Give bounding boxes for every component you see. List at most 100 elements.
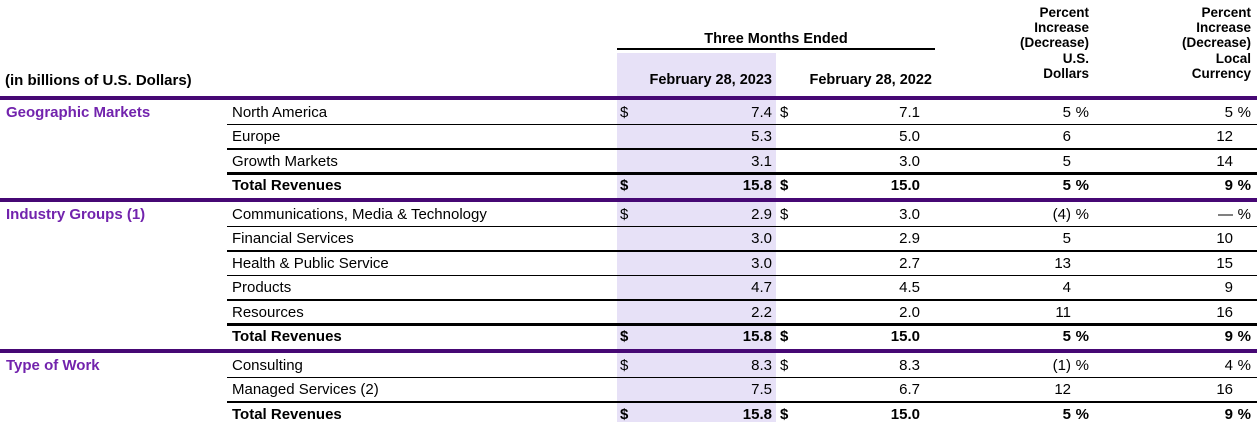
- percent-sign: [1233, 279, 1251, 296]
- pct-local: 9: [1089, 279, 1251, 296]
- value-2023: $8.3: [620, 356, 772, 374]
- value-2022: $3.0: [780, 205, 920, 223]
- row-label: Communications, Media & Technology: [232, 205, 487, 223]
- row-label: Europe: [232, 128, 281, 146]
- pct-local: —%: [1218, 205, 1251, 223]
- pct-local: 16: [1089, 381, 1251, 398]
- percent-sign: %: [1237, 205, 1251, 223]
- pct-usd: 5: [935, 153, 1089, 170]
- value-2023: $2.9: [620, 205, 772, 223]
- pct-local: 9%: [1224, 328, 1251, 346]
- value-2023: 3.1: [751, 152, 772, 170]
- table-row: Health & Public Service 3.0 2.7 13 15: [0, 250, 1257, 276]
- column-header-percent-local: Percent Increase (Decrease) Local Curren…: [1182, 5, 1251, 81]
- percent-sign: [1233, 304, 1251, 321]
- value-2022: 3.0: [899, 152, 920, 170]
- pct-local: 10: [1089, 230, 1251, 247]
- pct-local: 9%: [1224, 405, 1251, 423]
- column-header-feb-28-2023: February 28, 2023: [649, 72, 772, 88]
- value-2023: $7.4: [620, 103, 772, 121]
- dollar-sign: $: [780, 356, 789, 374]
- pct-usd: 5%: [1062, 177, 1089, 195]
- value-2022: 4.5: [899, 279, 920, 297]
- value-2022: $8.3: [780, 356, 920, 374]
- value-2023: 2.2: [751, 303, 772, 321]
- value-2023: 7.5: [751, 381, 772, 399]
- percent-sign: %: [1075, 103, 1089, 121]
- table-body: Geographic Markets North America $7.4 $7…: [0, 100, 1257, 426]
- percent-sign: %: [1075, 328, 1089, 346]
- row-label: Managed Services (2): [232, 381, 379, 399]
- percent-sign: [1071, 128, 1089, 145]
- period-header: Three Months Ended: [704, 31, 848, 47]
- percent-sign: [1071, 381, 1089, 398]
- row-label: Resources: [232, 303, 304, 321]
- row-label: Total Revenues: [232, 328, 342, 346]
- pct-local: 16: [1089, 304, 1251, 321]
- row-label: Products: [232, 279, 292, 297]
- percent-sign: [1071, 255, 1089, 272]
- pct-local-line: Increase: [1196, 20, 1251, 36]
- percent-sign: %: [1075, 405, 1089, 423]
- pct-local-line: (Decrease): [1181, 35, 1251, 51]
- table-row-total: Total Revenues $15.8 $15.0 5% 9%: [0, 323, 1257, 350]
- header-rule: [0, 96, 1257, 100]
- pct-usd-line: Percent: [1039, 5, 1089, 20]
- dollar-sign: $: [780, 328, 789, 346]
- value-2022: 2.9: [899, 230, 920, 248]
- table-row-total: Total Revenues $15.8 $15.0 5% 9%: [0, 400, 1257, 426]
- dollar-sign: $: [620, 356, 629, 374]
- value-2022: $15.0: [780, 177, 920, 195]
- pct-usd: 5%: [1062, 405, 1089, 423]
- dollar-sign: $: [620, 405, 629, 423]
- pct-usd: 5%: [1062, 328, 1089, 346]
- percent-sign: %: [1075, 356, 1089, 374]
- section-label-industry-groups: Industry Groups (1): [6, 205, 146, 223]
- pct-usd: 11: [935, 304, 1089, 321]
- percent-sign: %: [1075, 177, 1089, 195]
- pct-local: 5%: [1224, 103, 1251, 121]
- pct-usd: 12: [935, 381, 1089, 398]
- percent-sign: [1071, 279, 1089, 296]
- pct-local: 4%: [1224, 356, 1251, 374]
- pct-usd: 4: [935, 279, 1089, 296]
- row-label: Total Revenues: [232, 177, 342, 195]
- value-2023: 3.0: [751, 254, 772, 272]
- section-label-geographic-markets: Geographic Markets: [6, 103, 151, 121]
- section-rule: [0, 349, 1257, 353]
- column-header-percent-usd: Percent Increase (Decrease) U.S. Dollars: [1020, 5, 1089, 81]
- percent-sign: %: [1237, 103, 1251, 121]
- percent-sign: %: [1237, 405, 1251, 423]
- dollar-sign: $: [780, 177, 789, 195]
- percent-sign: [1233, 128, 1251, 145]
- row-label: Growth Markets: [232, 152, 338, 170]
- pct-usd: (1)%: [1052, 356, 1089, 374]
- pct-usd-line: Increase: [1034, 20, 1089, 36]
- dollar-sign: $: [620, 177, 629, 195]
- row-label: Financial Services: [232, 230, 354, 248]
- percent-sign: [1071, 230, 1089, 247]
- row-label: Health & Public Service: [232, 254, 389, 272]
- table-row: Industry Groups (1) Communications, Medi…: [0, 202, 1257, 227]
- row-label: Total Revenues: [232, 405, 342, 423]
- value-2022: 5.0: [899, 128, 920, 146]
- pct-local: 14: [1089, 153, 1251, 170]
- percent-sign: %: [1075, 205, 1089, 223]
- pct-local-line: Currency: [1191, 65, 1251, 81]
- pct-usd-line: U.S.: [1062, 50, 1089, 66]
- dollar-sign: $: [780, 205, 789, 223]
- value-2022: 2.7: [899, 254, 920, 272]
- value-2023: 4.7: [751, 279, 772, 297]
- pct-local-line: Percent: [1201, 5, 1251, 20]
- value-2022: 2.0: [899, 303, 920, 321]
- percent-sign: [1071, 304, 1089, 321]
- pct-usd-line: (Decrease): [1019, 35, 1089, 51]
- pct-usd: 5%: [1062, 103, 1089, 121]
- percent-sign: [1233, 255, 1251, 272]
- value-2023: $15.8: [620, 177, 772, 195]
- table-row: Europe 5.3 5.0 6 12: [0, 123, 1257, 150]
- pct-usd: 5: [935, 230, 1089, 247]
- percent-sign: %: [1237, 177, 1251, 195]
- percent-sign: %: [1237, 356, 1251, 374]
- dollar-sign: $: [620, 205, 629, 223]
